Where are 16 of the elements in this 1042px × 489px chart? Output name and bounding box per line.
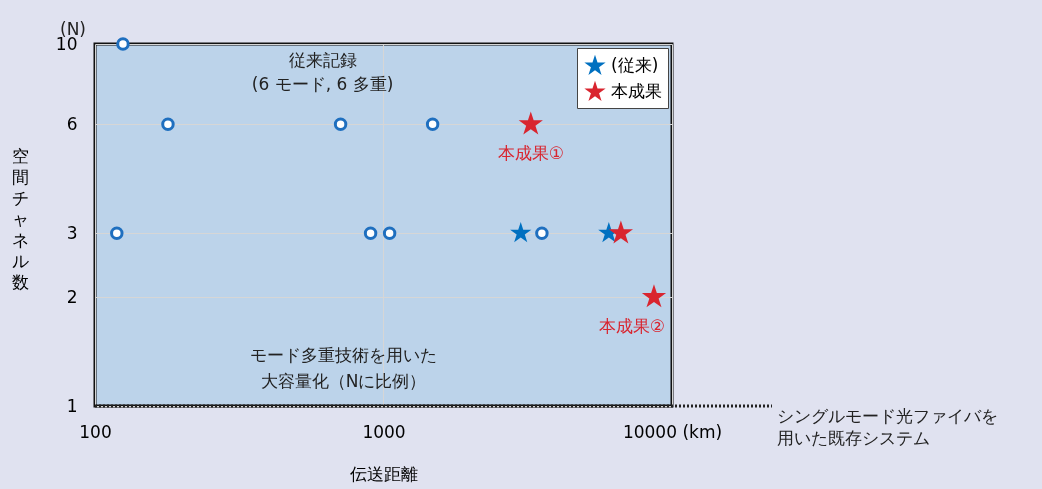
x-tick-label: 1000 xyxy=(362,421,406,442)
annotation: 本成果② xyxy=(598,316,666,337)
annotation: 従来記録 (6 モード, 6 多重) xyxy=(251,50,394,95)
y-tick-label: 6 xyxy=(66,113,78,134)
y-tick-label: 2 xyxy=(66,286,78,307)
annotation: モード多重技術を用いた大容量化（Nに比例） xyxy=(250,345,437,391)
x-axis-title: 伝送距離 xyxy=(350,463,418,484)
x-tick-label: 100 xyxy=(79,421,112,442)
annotation: 本成果① xyxy=(497,143,564,164)
x-tick-label: 10000 (km) xyxy=(622,421,723,442)
y-tick-label: 3 xyxy=(66,222,78,243)
legend-label: (従来) xyxy=(611,55,659,75)
legend-label: 本成果 xyxy=(611,81,662,101)
ref-line-label: シングルモード光ファイバを用いた既存システム xyxy=(777,406,998,448)
y-tick-label: 1 xyxy=(66,395,78,416)
y-axis-title: 空間チャネル数 xyxy=(12,145,29,292)
